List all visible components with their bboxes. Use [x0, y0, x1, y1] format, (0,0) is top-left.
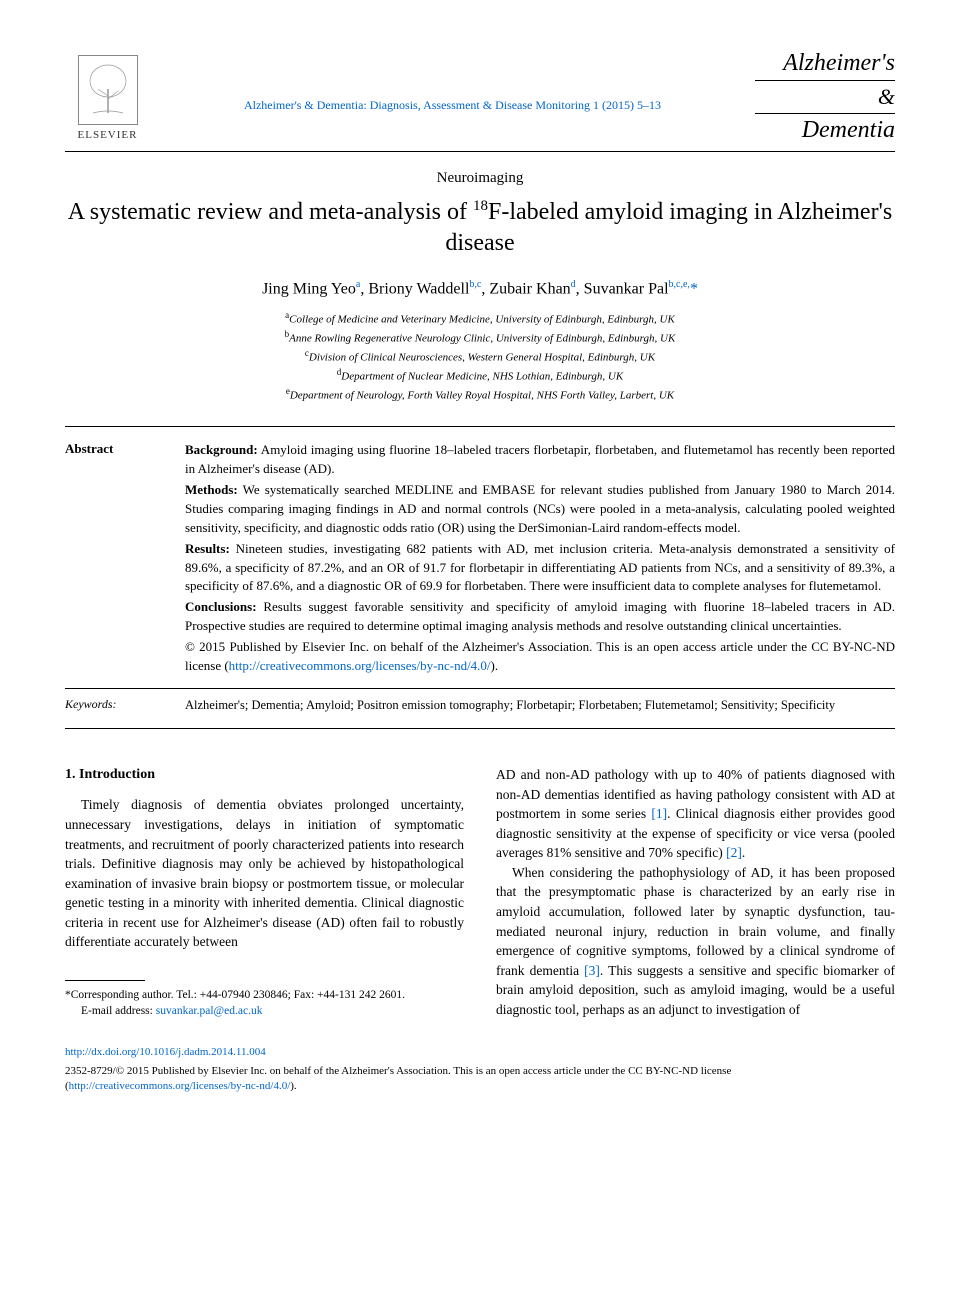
email-link[interactable]: suvankar.pal@ed.ac.uk [156, 1005, 263, 1017]
journal-name-amp: & [755, 84, 895, 110]
abstract-block: Abstract Background: Amyloid imaging usi… [65, 427, 895, 687]
keywords-content: Alzheimer's; Dementia; Amyloid; Positron… [185, 697, 895, 715]
publisher-logo: ELSEVIER [65, 50, 150, 145]
corresponding-author: *Corresponding author. Tel.: +44-07940 2… [65, 987, 464, 1003]
doi-link[interactable]: http://dx.doi.org/10.1016/j.dadm.2014.11… [65, 1046, 266, 1058]
journal-reference[interactable]: Alzheimer's & Dementia: Diagnosis, Asses… [150, 50, 755, 113]
authors: Jing Ming Yeoa, Briony Waddellb,c, Zubai… [65, 279, 895, 298]
article-title: A systematic review and meta-analysis of… [65, 197, 895, 259]
keywords-label: Keywords: [65, 697, 185, 715]
article-section: Neuroimaging [65, 170, 895, 187]
ref-1[interactable]: [1] [651, 806, 667, 821]
header-row: ELSEVIER Alzheimer's & Dementia: Diagnos… [65, 50, 895, 145]
intro-paragraph-1: Timely diagnosis of dementia obviates pr… [65, 795, 464, 952]
keywords-block: Keywords: Alzheimer's; Dementia; Amyloid… [65, 689, 895, 729]
journal-name-line1: Alzheimer's [755, 50, 895, 77]
footer-license-link[interactable]: http://creativecommons.org/licenses/by-n… [69, 1080, 291, 1092]
ref-2[interactable]: [2] [726, 845, 742, 860]
abstract-content: Background: Amyloid imaging using fluori… [185, 441, 895, 677]
body-columns: 1. Introduction Timely diagnosis of deme… [65, 765, 895, 1019]
license-link[interactable]: http://creativecommons.org/licenses/by-n… [229, 658, 491, 673]
email-label: E-mail address: [81, 1005, 156, 1017]
intro-paragraph-1-cont: AD and non-AD pathology with up to 40% o… [496, 765, 895, 863]
column-left: 1. Introduction Timely diagnosis of deme… [65, 765, 464, 1019]
journal-logo: Alzheimer's & Dementia [755, 50, 895, 144]
header-divider [65, 151, 895, 152]
journal-name-line2: Dementia [755, 117, 895, 144]
page-footer: http://dx.doi.org/10.1016/j.dadm.2014.11… [65, 1045, 895, 1094]
column-right: AD and non-AD pathology with up to 40% o… [496, 765, 895, 1019]
affiliations: aCollege of Medicine and Veterinary Medi… [65, 309, 895, 405]
paper-page: ELSEVIER Alzheimer's & Dementia: Diagnos… [0, 0, 960, 1135]
footnotes: *Corresponding author. Tel.: +44-07940 2… [65, 987, 464, 1019]
ref-3[interactable]: [3] [584, 963, 600, 978]
publisher-name: ELSEVIER [78, 129, 138, 141]
elsevier-tree-icon [78, 55, 138, 125]
footnote-separator [65, 980, 145, 981]
abstract-label: Abstract [65, 441, 185, 677]
intro-paragraph-2: When considering the pathophysiology of … [496, 863, 895, 1020]
issn-copyright: 2352-8729/© 2015 Published by Elsevier I… [65, 1064, 895, 1095]
abstract-bottom-rule [65, 728, 895, 729]
intro-heading: 1. Introduction [65, 765, 464, 785]
